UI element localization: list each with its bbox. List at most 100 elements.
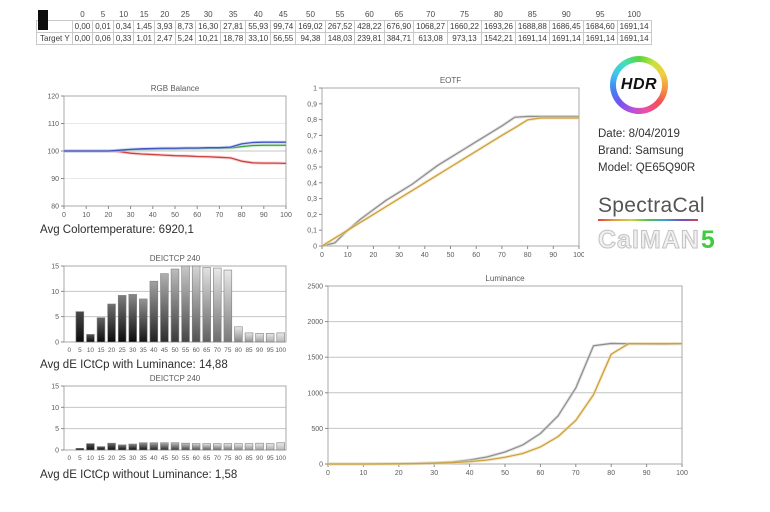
eotf-chart: EOTF 0 0,1 0,2 0,3 0,4 0,5 0,6 0,7 0,8 0,9 1 0 10 20 30… [298,72,584,264]
svg-text:50: 50 [501,470,509,477]
svg-text:60: 60 [193,212,201,219]
svg-text:10: 10 [344,252,352,259]
de-bar [170,442,180,451]
table-cell: 1660,22 [447,20,482,33]
de-bar [223,269,233,343]
svg-text:30: 30 [430,470,438,477]
table-cell: 169,02 [295,20,326,33]
spectracal-logo-text: SpectraCal [598,194,705,217]
table-cell: 56,55 [270,32,297,45]
svg-text:0,3: 0,3 [307,196,317,203]
de-bar [276,332,285,343]
table-cell: 18,78 [220,32,247,45]
svg-text:0,5: 0,5 [307,165,317,172]
svg-text:0: 0 [62,212,66,219]
svg-text:55: 55 [182,455,190,462]
svg-text:0,6: 0,6 [307,149,317,156]
session-model: Model: QE65Q90R [598,162,696,174]
svg-text:30: 30 [127,212,135,219]
de-bar [213,443,222,451]
de-bar [160,273,169,343]
table-corner-marker [38,10,48,30]
svg-text:90: 90 [51,176,59,183]
table-cell: 5,24 [174,32,197,45]
svg-text:1: 1 [313,86,317,93]
table-cell: 33,10 [245,32,272,45]
de-bar [223,443,233,451]
blue-series-line [64,141,286,152]
table-cell: 27,81 [220,20,247,33]
svg-text:90: 90 [256,347,264,354]
session-brand: Brand: Samsung [598,145,684,157]
table-column-header: 35 [228,10,238,19]
svg-text:2000: 2000 [307,319,323,326]
svg-text:10: 10 [360,470,368,477]
svg-text:60: 60 [537,470,545,477]
de-bar [149,280,159,343]
svg-text:30: 30 [129,347,137,354]
svg-text:100: 100 [275,347,286,354]
table-row: Y0,000,010,341,453,938,7316,3027,8155,93… [36,20,652,33]
table-column-header: 55 [335,10,345,19]
svg-text:0: 0 [319,462,323,469]
table-cell: 1691,14 [548,32,584,45]
de-bar [244,332,254,343]
table-cell: 8,73 [174,20,197,33]
svg-text:50: 50 [171,347,179,354]
table-column-header: 0 [80,10,85,19]
de-bar [255,442,264,451]
target-series-line [327,342,682,465]
svg-text:1000: 1000 [307,390,323,397]
svg-text:80: 80 [524,252,532,259]
rgb-balance-plot: RGB Balance 80 90 100 110 120 0 10 20 30 40 50 60 70 8… [47,84,292,219]
de-bar [128,294,137,343]
de-bar [234,326,243,343]
chart-title: Luminance [485,274,525,283]
table-header: 0 5 10 15 20 25 30 35 40 45 50 55 60 65 70 75 80 85 90 95 10… [37,8,652,21]
table-cell: 613,08 [413,32,449,45]
measurement-table: 0 5 10 15 20 25 30 35 40 45 50 55 60 65 70 75 80 85 90 95 10… [36,8,652,45]
avg-de-with-luminance-caption: Avg dE ICtCp with Luminance: 14,88 [40,359,228,371]
table-cell: 148,03 [324,32,356,45]
de-bar [191,443,201,451]
table-column-header: 90 [561,10,571,19]
svg-text:80: 80 [607,470,615,477]
table-cell: 1684,60 [582,20,618,33]
de-bar [75,447,85,451]
svg-text:0,7: 0,7 [307,133,317,140]
svg-text:0,9: 0,9 [307,101,317,108]
svg-text:35: 35 [140,455,148,462]
session-date: Date: 8/04/2019 [598,128,680,140]
svg-text:0,2: 0,2 [307,212,317,219]
table-column-header: 95 [595,10,605,19]
svg-text:10: 10 [82,212,90,219]
svg-text:70: 70 [572,470,580,477]
de-bar [181,265,190,343]
svg-text:40: 40 [150,455,158,462]
de-bar [149,442,159,451]
de-bar [75,311,85,343]
de-bar [202,267,211,343]
svg-text:60: 60 [472,252,480,259]
svg-text:5: 5 [78,455,82,462]
de-bar [255,333,264,343]
de-bar [191,265,201,343]
svg-text:500: 500 [311,426,323,433]
table-cell: 0,00 [71,32,94,45]
svg-text:85: 85 [245,347,253,354]
table-cell: 10,21 [195,32,222,45]
svg-text:35: 35 [140,347,148,354]
de-bar [139,298,148,343]
svg-text:20: 20 [105,212,113,219]
svg-text:85: 85 [245,455,253,462]
avg-de-without-luminance-caption: Avg dE ICtCp without Luminance: 1,58 [40,469,238,481]
avg-colortemperature-caption: Avg Colortemperature: 6920,1 [40,224,194,236]
table-cell: 1068,27 [413,20,449,33]
de-bar [128,443,137,451]
svg-text:0: 0 [55,448,59,455]
de-bar [117,444,127,451]
chart-title: DEICTCP 240 [150,374,201,383]
svg-text:90: 90 [256,455,264,462]
table-column-header: 50 [306,10,315,19]
